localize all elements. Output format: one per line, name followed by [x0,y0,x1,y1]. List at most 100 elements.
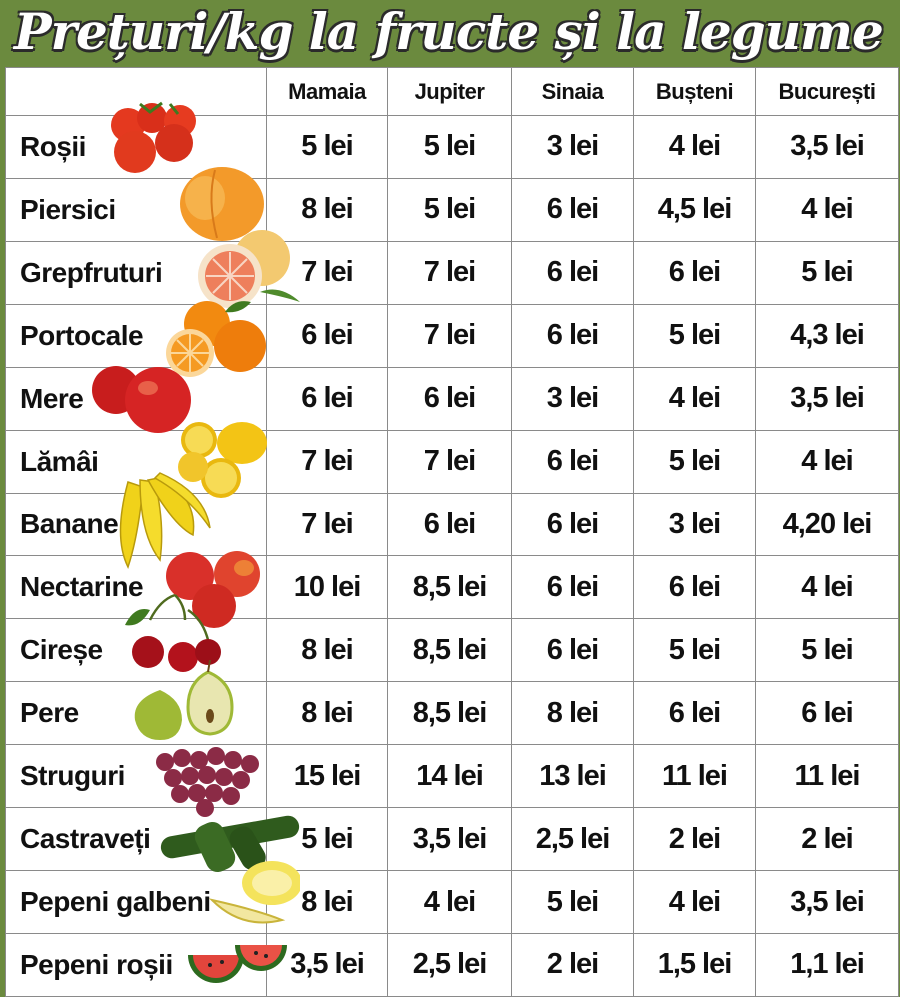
column-header-busteni: Bușteni [633,67,756,116]
table-row: Grepfruturi 7 lei 7 lei 6 lei 6 lei 5 le… [5,240,899,305]
price-cell: 6 lei [511,177,634,242]
price-cell: 3,5 lei [755,366,899,431]
price-cell: 4,5 lei [633,177,756,242]
price-cell: 1,5 lei [633,932,756,997]
table-row: Pere 8 lei 8,5 lei 8 lei 6 lei 6 lei [5,681,899,746]
price-cell: 3,5 lei [755,870,899,934]
table-row: Banane 7 lei 6 lei 6 lei 3 lei 4,20 lei [5,492,899,557]
price-cell: 8 lei [511,681,634,746]
table-row: Cireșe 8 lei 8,5 lei 6 lei 5 lei 5 lei [5,618,899,683]
price-cell: 7 lei [266,429,388,494]
price-cell: 8 lei [266,870,388,934]
price-cell: 2,5 lei [387,932,512,997]
price-cell: 6 lei [387,492,512,557]
price-cell: 3,5 lei [266,932,388,997]
price-cell: 5 lei [266,115,388,179]
price-cell: 6 lei [511,492,634,557]
header-row: Mamaia Jupiter Sinaia Bușteni București [5,67,899,116]
price-cell: 8 lei [266,618,388,683]
price-cell: 4 lei [633,366,756,431]
row-label: Pepeni roșii [5,932,267,997]
table-row: Mere 6 lei 6 lei 3 lei 4 lei 3,5 lei [5,366,899,431]
page-title: Prețuri/kg la fructe și la legume [14,2,884,61]
price-cell: 13 lei [511,744,634,809]
price-cell: 6 lei [387,366,512,431]
price-cell: 8,5 lei [387,555,512,620]
table-row: Struguri 15 lei 14 lei 13 lei 11 lei 11 … [5,744,899,809]
price-cell: 6 lei [266,366,388,431]
price-cell: 4 lei [755,429,899,494]
price-cell: 6 lei [511,240,634,305]
header-corner [5,67,267,116]
price-cell: 14 lei [387,744,512,809]
price-cell: 5 lei [755,240,899,305]
price-cell: 8 lei [266,177,388,242]
column-header-sinaia: Sinaia [511,67,634,116]
table-row: Pepeni galbeni 8 lei 4 lei 5 lei 4 lei 3… [5,870,899,934]
price-cell: 4 lei [387,870,512,934]
row-label: Lămâi [5,429,267,494]
title-bar: Prețuri/kg la fructe și la legume [0,0,900,64]
price-cell: 6 lei [511,429,634,494]
row-label: Pere [5,681,267,746]
price-cell: 7 lei [266,240,388,305]
price-cell: 3 lei [511,115,634,179]
column-header-bucuresti: București [755,67,899,116]
price-cell: 6 lei [633,555,756,620]
price-cell: 6 lei [633,240,756,305]
price-cell: 2 lei [511,932,634,997]
price-cell: 5 lei [511,870,634,934]
price-cell: 15 lei [266,744,388,809]
price-cell: 2 lei [633,807,756,872]
table-row: Piersici 8 lei 5 lei 6 lei 4,5 lei 4 lei [5,177,899,242]
price-cell: 5 lei [266,807,388,872]
row-label: Castraveți [5,807,267,872]
price-cell: 7 lei [387,303,512,368]
price-cell: 4 lei [633,115,756,179]
price-cell: 5 lei [755,618,899,683]
price-cell: 3 lei [511,366,634,431]
row-label: Portocale [5,303,267,368]
price-cell: 8,5 lei [387,681,512,746]
price-cell: 11 lei [755,744,899,809]
row-label: Grepfruturi [5,240,267,305]
row-label: Cireșe [5,618,267,683]
price-cell: 6 lei [755,681,899,746]
table-row: Nectarine 10 lei 8,5 lei 6 lei 6 lei 4 l… [5,555,899,620]
table-row: Castraveți 5 lei 3,5 lei 2,5 lei 2 lei 2… [5,807,899,872]
row-label: Roșii [5,115,267,179]
price-cell: 6 lei [511,303,634,368]
price-cell: 5 lei [633,618,756,683]
price-cell: 4 lei [755,555,899,620]
price-cell: 4 lei [633,870,756,934]
row-label: Banane [5,492,267,557]
price-cell: 7 lei [387,240,512,305]
price-cell: 5 lei [633,303,756,368]
price-cell: 3,5 lei [387,807,512,872]
row-label: Struguri [5,744,267,809]
price-cell: 7 lei [387,429,512,494]
price-cell: 5 lei [387,177,512,242]
column-header-jupiter: Jupiter [387,67,512,116]
price-cell: 11 lei [633,744,756,809]
price-cell: 5 lei [633,429,756,494]
price-cell: 4,20 lei [755,492,899,557]
row-label: Mere [5,366,267,431]
row-label: Piersici [5,177,267,242]
price-cell: 6 lei [511,555,634,620]
column-header-mamaia: Mamaia [266,67,388,116]
price-cell: 8,5 lei [387,618,512,683]
price-cell: 5 lei [387,115,512,179]
price-cell: 6 lei [266,303,388,368]
price-table: Mamaia Jupiter Sinaia Bușteni București … [5,67,899,997]
price-cell: 3,5 lei [755,115,899,179]
table-row: Portocale 6 lei 7 lei 6 lei 5 lei 4,3 le… [5,303,899,368]
price-cell: 4 lei [755,177,899,242]
row-label: Nectarine [5,555,267,620]
price-cell: 2 lei [755,807,899,872]
price-cell: 8 lei [266,681,388,746]
price-cell: 1,1 lei [755,932,899,997]
price-cell: 7 lei [266,492,388,557]
table-row: Lămâi 7 lei 7 lei 6 lei 5 lei 4 lei [5,429,899,494]
